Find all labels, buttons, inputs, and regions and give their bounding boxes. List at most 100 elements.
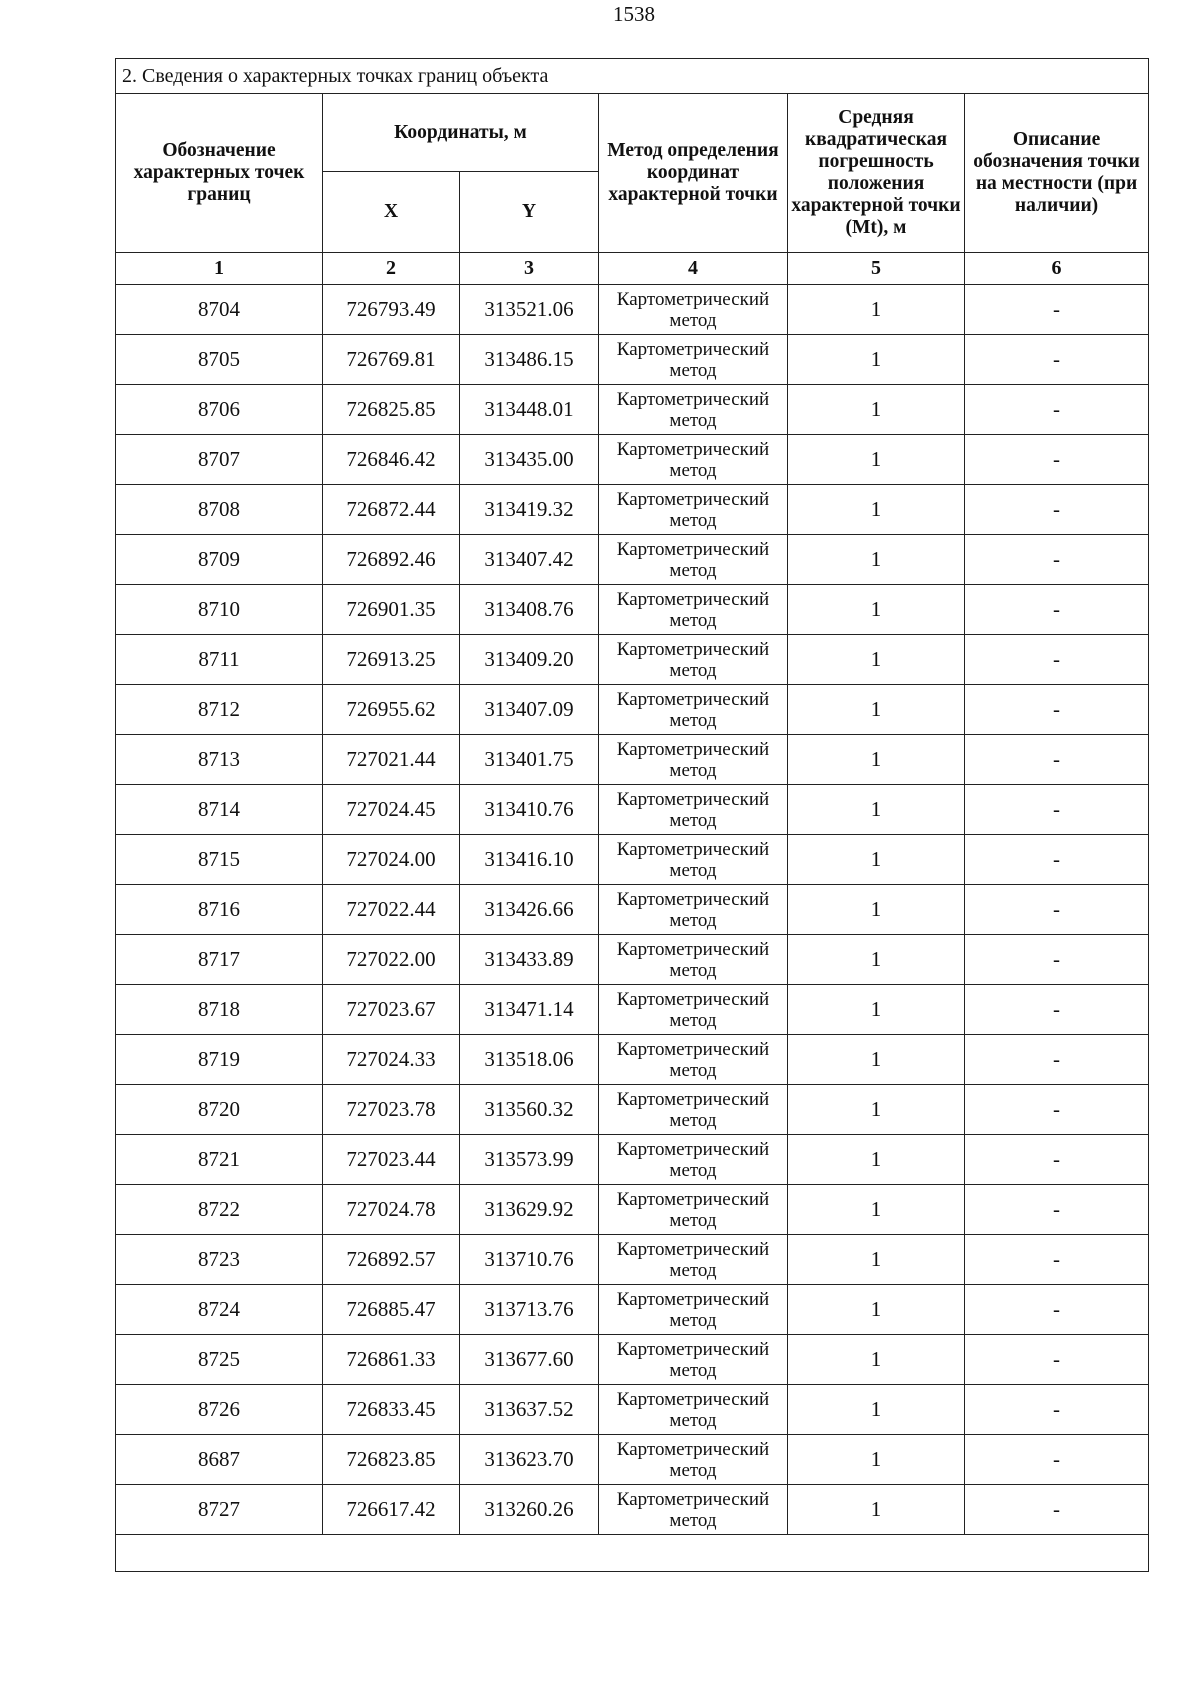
method-cell: Картометрический метод <box>598 1284 788 1335</box>
column-number: 6 <box>963 252 1150 285</box>
coord-y-cell: 313521.06 <box>459 284 599 335</box>
point-id-cell: 8715 <box>115 834 323 885</box>
table-row: 8716 727022.44 313426.66 Картометрический м… <box>115 884 1150 935</box>
description-cell: - <box>963 384 1150 435</box>
description-cell: - <box>963 1184 1150 1235</box>
coord-y-cell: 313401.75 <box>459 734 599 785</box>
table-row: 8718 727023.67 313471.14 Картометрический м… <box>115 984 1150 1035</box>
mt-error-cell: 1 <box>787 1084 965 1135</box>
header-description: Описание обозначения точки на местности … <box>963 93 1150 253</box>
coord-x-cell: 727023.44 <box>322 1134 460 1185</box>
empty-footer-row <box>114 1534 1150 1572</box>
table-row: 8708 726872.44 313419.32 Картометрический м… <box>115 484 1150 535</box>
coord-y-cell: 313713.76 <box>459 1284 599 1335</box>
table-row: 8709 726892.46 313407.42 Картометрический м… <box>115 534 1150 585</box>
coord-x-cell: 726901.35 <box>322 584 460 635</box>
table-row: 8707 726846.42 313435.00 Картометрический м… <box>115 434 1150 485</box>
table-row: 8714 727024.45 313410.76 Картометрический м… <box>115 784 1150 835</box>
description-cell: - <box>963 784 1150 835</box>
mt-error-cell: 1 <box>787 1334 965 1385</box>
mt-error-cell: 1 <box>787 484 965 535</box>
header-designation: Обозначение характерных точек границ <box>115 93 323 253</box>
header-x: X <box>322 171 460 253</box>
coord-y-cell: 313677.60 <box>459 1334 599 1385</box>
description-cell: - <box>963 634 1150 685</box>
description-cell: - <box>963 884 1150 935</box>
mt-error-cell: 1 <box>787 334 965 385</box>
coord-y-cell: 313629.92 <box>459 1184 599 1235</box>
method-cell: Картометрический метод <box>598 334 788 385</box>
table-row: 8721 727023.44 313573.99 Картометрический м… <box>115 1134 1150 1185</box>
point-id-cell: 8712 <box>115 684 323 735</box>
table-row: 8722 727024.78 313629.92 Картометрический м… <box>115 1184 1150 1235</box>
mt-error-cell: 1 <box>787 1434 965 1485</box>
description-cell: - <box>963 934 1150 985</box>
point-id-cell: 8726 <box>115 1384 323 1435</box>
method-cell: Картометрический метод <box>598 934 788 985</box>
coord-y-cell: 313637.52 <box>459 1384 599 1435</box>
column-number: 5 <box>787 252 965 285</box>
table-row: 8712 726955.62 313407.09 Картометрический м… <box>115 684 1150 735</box>
coord-y-cell: 313486.15 <box>459 334 599 385</box>
coord-x-cell: 726892.57 <box>322 1234 460 1285</box>
description-cell: - <box>963 834 1150 885</box>
table-row: 8726 726833.45 313637.52 Картометрический м… <box>115 1384 1150 1435</box>
column-number: 3 <box>459 252 599 285</box>
point-id-cell: 8721 <box>115 1134 323 1185</box>
mt-error-cell: 1 <box>787 684 965 735</box>
mt-error-cell: 1 <box>787 784 965 835</box>
description-cell: - <box>963 1434 1150 1485</box>
method-cell: Картометрический метод <box>598 1484 788 1535</box>
method-cell: Картометрический метод <box>598 384 788 435</box>
coord-y-cell: 313573.99 <box>459 1134 599 1185</box>
table-row: 8725 726861.33 313677.60 Картометрический м… <box>115 1334 1150 1385</box>
mt-error-cell: 1 <box>787 534 965 585</box>
description-cell: - <box>963 284 1150 335</box>
point-id-cell: 8706 <box>115 384 323 435</box>
method-cell: Картометрический метод <box>598 684 788 735</box>
coord-x-cell: 726793.49 <box>322 284 460 335</box>
table-row: 8710 726901.35 313408.76 Картометрический м… <box>115 584 1150 635</box>
coord-x-cell: 727024.00 <box>322 834 460 885</box>
method-cell: Картометрический метод <box>598 1034 788 1085</box>
point-id-cell: 8709 <box>115 534 323 585</box>
coord-x-cell: 727024.33 <box>322 1034 460 1085</box>
description-cell: - <box>963 484 1150 535</box>
coord-y-cell: 313426.66 <box>459 884 599 935</box>
method-cell: Картометрический метод <box>598 1084 788 1135</box>
method-cell: Картометрический метод <box>598 734 788 785</box>
point-id-cell: 8705 <box>115 334 323 385</box>
coord-x-cell: 727024.78 <box>322 1184 460 1235</box>
description-cell: - <box>963 1234 1150 1285</box>
coord-x-cell: 726823.85 <box>322 1434 460 1485</box>
mt-error-cell: 1 <box>787 834 965 885</box>
description-cell: - <box>963 1084 1150 1135</box>
coord-x-cell: 727021.44 <box>322 734 460 785</box>
method-cell: Картометрический метод <box>598 884 788 935</box>
coord-y-cell: 313409.20 <box>459 634 599 685</box>
coord-x-cell: 726861.33 <box>322 1334 460 1385</box>
coord-x-cell: 727022.00 <box>322 934 460 985</box>
description-cell: - <box>963 1134 1150 1185</box>
point-id-cell: 8687 <box>115 1434 323 1485</box>
point-id-cell: 8727 <box>115 1484 323 1535</box>
table-row: 8727 726617.42 313260.26 Картометрический м… <box>115 1484 1150 1535</box>
point-id-cell: 8725 <box>115 1334 323 1385</box>
mt-error-cell: 1 <box>787 284 965 335</box>
description-cell: - <box>963 1384 1150 1435</box>
method-cell: Картометрический метод <box>598 534 788 585</box>
coord-y-cell: 313410.76 <box>459 784 599 835</box>
coord-x-cell: 726955.62 <box>322 684 460 735</box>
coord-y-cell: 313623.70 <box>459 1434 599 1485</box>
coord-x-cell: 727023.67 <box>322 984 460 1035</box>
coord-y-cell: 313471.14 <box>459 984 599 1035</box>
point-id-cell: 8711 <box>115 634 323 685</box>
method-cell: Картометрический метод <box>598 634 788 685</box>
point-id-cell: 8716 <box>115 884 323 935</box>
mt-error-cell: 1 <box>787 434 965 485</box>
point-id-cell: 8720 <box>115 1084 323 1135</box>
description-cell: - <box>963 1484 1150 1535</box>
empty-cell <box>114 1534 1150 1572</box>
description-cell: - <box>963 334 1150 385</box>
point-id-cell: 8724 <box>115 1284 323 1335</box>
